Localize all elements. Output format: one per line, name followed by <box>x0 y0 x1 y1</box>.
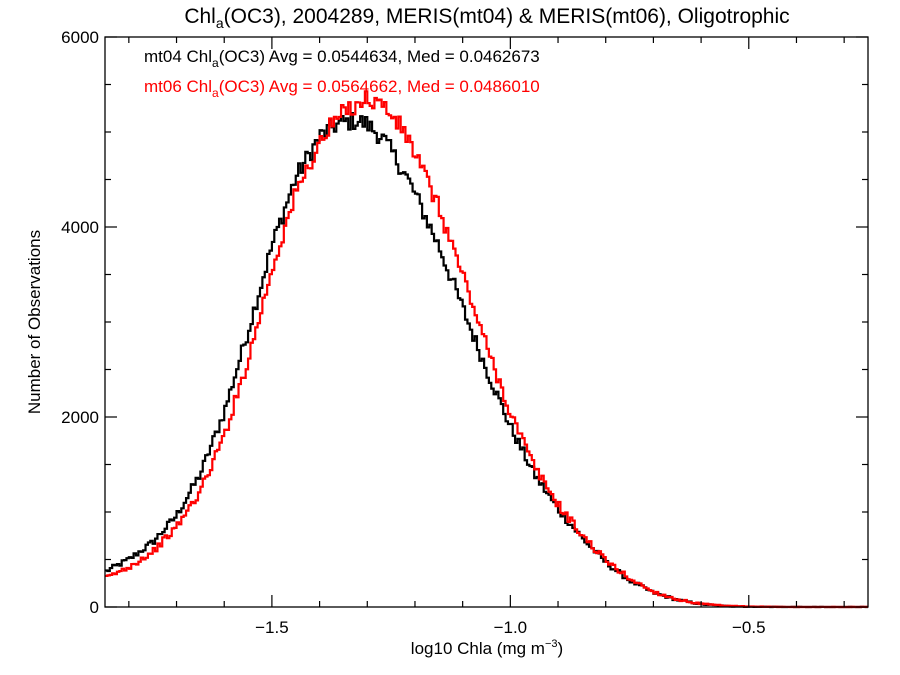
legend: mt04 Chla(OC3) Avg = 0.0544634, Med = 0.… <box>144 47 540 100</box>
series-line-mt04 <box>105 112 868 609</box>
legend-mt04-rest: (OC3) Avg = 0.0544634, Med = 0.0462673 <box>219 47 540 66</box>
chart-title-rest: (OC3), 2004289, MERIS(mt04) & MERIS(mt06… <box>224 5 790 28</box>
ticks-layer <box>105 36 868 608</box>
x-axis-title-sup: −3 <box>545 638 558 650</box>
x-tick-label: −1.0 <box>494 618 528 637</box>
plot-frame <box>104 36 869 608</box>
y-axis-title: Number of Observations <box>25 230 44 414</box>
legend-mt06-subscript: a <box>212 86 219 100</box>
legend-mt06-rest: (OC3) Avg = 0.0564662, Med = 0.0486010 <box>219 77 540 96</box>
series-layer <box>105 90 868 609</box>
x-axis-title-main: log10 Chla (mg m <box>411 639 545 658</box>
chart-title: Chla(OC3), 2004289, MERIS(mt04) & MERIS(… <box>184 5 789 31</box>
y-tick-label: 4000 <box>61 218 99 237</box>
tick-labels-layer: −1.5 −1.0 −0.5 0 2000 4000 6000 <box>61 28 765 637</box>
series-line-mt06 <box>105 90 868 609</box>
y-tick-label: 0 <box>90 598 99 617</box>
x-axis-title-close: ) <box>558 639 564 658</box>
chart-title-subscript: a <box>216 15 224 31</box>
x-tick-label: −0.5 <box>732 618 766 637</box>
legend-entry-mt04: mt04 Chla(OC3) Avg = 0.0544634, Med = 0.… <box>144 47 540 70</box>
y-tick-label: 2000 <box>61 408 99 427</box>
legend-entry-mt06: mt06 Chla(OC3) Avg = 0.0564662, Med = 0.… <box>144 77 540 100</box>
y-tick-label: 6000 <box>61 28 99 47</box>
legend-mt06-prefix: mt06 Chl <box>144 77 212 96</box>
chart-title-prefix: Chl <box>184 5 216 28</box>
legend-mt04-prefix: mt04 Chl <box>144 47 212 66</box>
x-tick-label: −1.5 <box>255 618 289 637</box>
x-axis-title: log10 Chla (mg m−3) <box>411 638 563 658</box>
legend-mt04-subscript: a <box>212 56 219 70</box>
